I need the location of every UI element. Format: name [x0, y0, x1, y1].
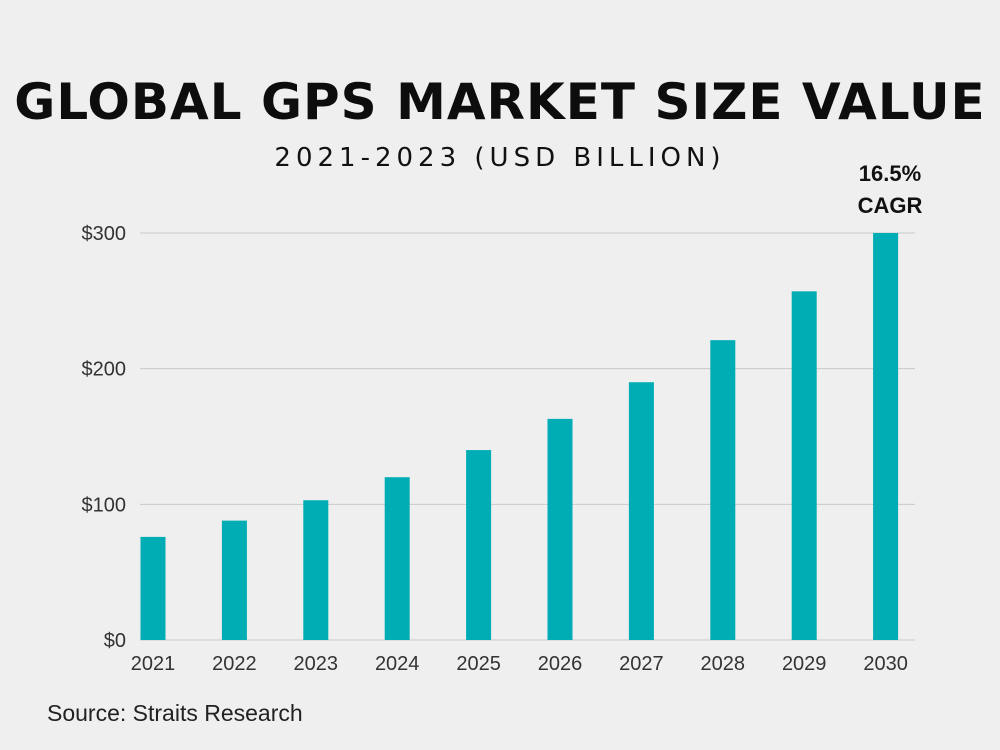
- x-axis-tick-labels: 2021 2022 2023 2024 2025 2026 2027 2028 2029 2030: [131, 653, 908, 675]
- x-tick-label: 2027: [619, 653, 664, 675]
- y-tick-label: $200: [82, 359, 127, 381]
- x-tick-label: 2021: [131, 653, 176, 675]
- cagr-value: 16.5%: [858, 161, 922, 186]
- source-note: Source: Straits Research: [47, 700, 303, 726]
- x-tick-label: 2026: [538, 653, 583, 675]
- x-tick-label: 2030: [863, 653, 908, 675]
- bars: [140, 233, 899, 640]
- y-tick-label: $100: [82, 494, 127, 516]
- bar-2030: [873, 233, 899, 640]
- x-tick-label: 2025: [456, 653, 501, 675]
- bar-2021: [140, 536, 166, 640]
- x-tick-label: 2029: [782, 653, 827, 675]
- bar-2023: [303, 500, 329, 640]
- bar-2028: [710, 340, 736, 640]
- chart-subtitle: 2021-2023 (USD BILLION): [274, 143, 726, 173]
- x-tick-label: 2023: [294, 653, 339, 675]
- bar-2029: [791, 291, 817, 640]
- x-tick-label: 2028: [701, 653, 746, 675]
- y-axis-tick-labels: $0 $100 $200 $300: [82, 223, 127, 652]
- x-tick-label: 2022: [212, 653, 257, 675]
- bar-2025: [466, 450, 492, 640]
- x-tick-label: 2024: [375, 653, 420, 675]
- bar-2027: [628, 382, 654, 640]
- bar-2024: [384, 477, 410, 640]
- bar-2022: [221, 520, 247, 640]
- y-tick-label: $300: [82, 223, 127, 245]
- cagr-annotation: 16.5% CAGR: [835, 158, 945, 222]
- y-tick-label: $0: [104, 630, 126, 652]
- bar-2026: [547, 418, 573, 640]
- gridlines: [140, 232, 915, 641]
- chart-title: GLOBAL GPS MARKET SIZE VALUE: [14, 73, 986, 131]
- cagr-label: CAGR: [857, 193, 923, 218]
